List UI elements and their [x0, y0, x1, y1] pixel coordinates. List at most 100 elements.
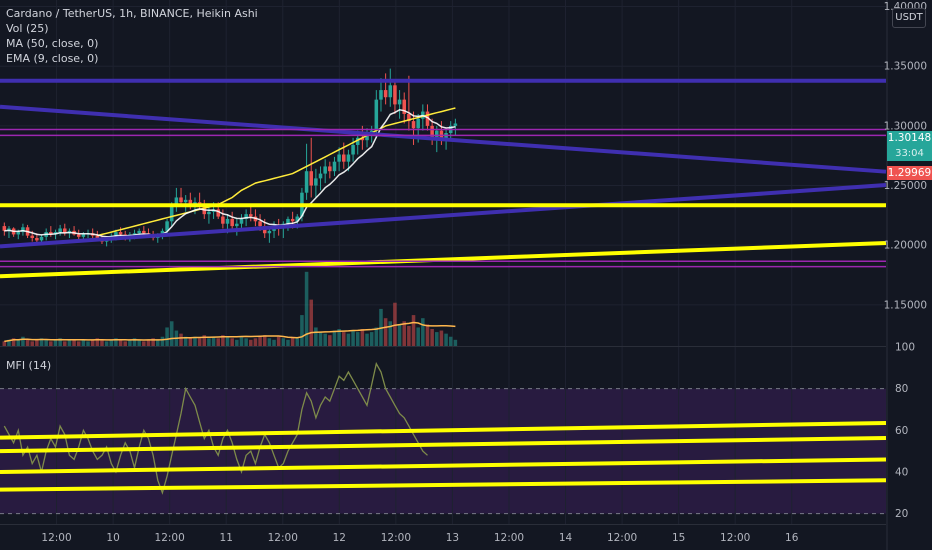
- volume-bar: [151, 338, 155, 346]
- volume-bar: [30, 341, 34, 346]
- indicator-legend: Cardano / TetherUS, 1h, BINANCE, Heikin …: [6, 6, 258, 66]
- mfi-trendline: [0, 435, 887, 454]
- volume-bar: [286, 339, 290, 346]
- candle-body: [342, 154, 346, 162]
- candle-body: [411, 121, 416, 129]
- mfi-legend[interactable]: MFI (14): [6, 359, 52, 372]
- volume-bar: [146, 339, 151, 346]
- time-tick-label: 12:00: [381, 532, 411, 544]
- candle-body: [365, 133, 369, 141]
- candle-body: [430, 125, 434, 138]
- candle-body: [58, 228, 62, 233]
- time-tick-label: 12: [333, 532, 346, 544]
- candle-body: [286, 218, 290, 224]
- volume-bar: [202, 335, 207, 346]
- candle: [388, 68, 393, 107]
- candle-body: [132, 233, 137, 235]
- candle-body: [416, 118, 420, 129]
- volume-bar: [323, 333, 327, 346]
- bar-countdown: 33:04: [895, 148, 924, 159]
- currency-unit-badge[interactable]: USDT: [892, 8, 926, 28]
- candle-body: [304, 171, 309, 193]
- candle-body: [355, 137, 360, 145]
- candle-body: [453, 123, 458, 126]
- volume-bar: [179, 333, 183, 346]
- candle-body: [21, 227, 25, 233]
- mfi-band: [0, 388, 886, 514]
- volume-bar: [165, 327, 169, 346]
- candle-body: [30, 235, 34, 239]
- candle-body: [314, 178, 318, 186]
- volume-bar: [425, 324, 430, 346]
- volume-bar: [397, 324, 402, 346]
- candle-body: [369, 130, 374, 134]
- volume-bar: [258, 336, 262, 346]
- candle: [221, 209, 225, 229]
- volume-bar: [281, 338, 286, 346]
- candle-body: [374, 99, 379, 131]
- volume-bar: [444, 333, 448, 346]
- volume-bar: [25, 339, 30, 346]
- symbol-title[interactable]: Cardano / TetherUS, 1h, BINANCE, Heikin …: [6, 7, 258, 20]
- volume-bar: [355, 332, 360, 346]
- volume-bar: [142, 341, 146, 346]
- volume-bar: [300, 315, 304, 346]
- volume-bar: [39, 338, 44, 346]
- volume-bar: [430, 329, 434, 346]
- volume-bar: [295, 338, 300, 346]
- mfi-trendline: [0, 457, 887, 474]
- trendline: [0, 104, 887, 174]
- ma-legend[interactable]: MA (50, close, 0): [6, 37, 99, 50]
- volume-bar: [262, 335, 267, 346]
- candle-body: [388, 85, 393, 98]
- time-tick-label: 12:00: [607, 532, 637, 544]
- candle-body: [379, 90, 383, 100]
- volume-bar: [318, 332, 323, 346]
- volume-bar: [72, 339, 76, 346]
- candle-body: [258, 221, 262, 227]
- mfi-tick-label: 60: [895, 425, 908, 437]
- volume-bar: [156, 339, 160, 346]
- time-tick-label: 12:00: [155, 532, 185, 544]
- candle: [393, 80, 397, 114]
- volume-bar: [411, 315, 416, 346]
- vol-legend[interactable]: Vol (25): [6, 22, 49, 35]
- volume-bar: [272, 339, 276, 346]
- volume-bar: [58, 338, 62, 346]
- time-tick-label: 12:00: [268, 532, 298, 544]
- candle: [328, 161, 332, 179]
- candle: [318, 166, 323, 191]
- candle: [230, 211, 234, 229]
- candle-body: [179, 197, 183, 203]
- volume-bar: [253, 338, 258, 346]
- volume-bar: [21, 336, 25, 346]
- candle-body: [295, 216, 300, 222]
- candle-body: [328, 166, 332, 172]
- candle: [383, 73, 388, 105]
- ema-price-tag: 1.29969: [887, 166, 932, 180]
- candle-body: [169, 207, 174, 222]
- volume-bar: [81, 339, 86, 346]
- ema-legend[interactable]: EMA (9, close, 0): [6, 52, 99, 65]
- mfi-tick-label: 40: [895, 466, 908, 478]
- volume-bar: [16, 339, 21, 346]
- volume-group: [2, 271, 458, 346]
- candle: [323, 159, 327, 184]
- candle-body: [360, 137, 365, 141]
- last-price-value: 1.30148: [887, 132, 932, 144]
- candle-body: [230, 218, 234, 227]
- volume-bar: [365, 333, 369, 346]
- volume-bar: [7, 339, 11, 346]
- candle: [309, 137, 313, 198]
- candle: [2, 222, 7, 236]
- candle-body: [142, 230, 146, 234]
- candle-body: [235, 223, 239, 227]
- candle: [174, 187, 179, 212]
- volume-bar: [90, 339, 95, 346]
- time-tick-label: 12:00: [494, 532, 524, 544]
- candle-body: [239, 218, 244, 224]
- candle-body: [118, 232, 123, 235]
- volume-bar: [388, 321, 393, 346]
- volume-bar: [360, 329, 365, 346]
